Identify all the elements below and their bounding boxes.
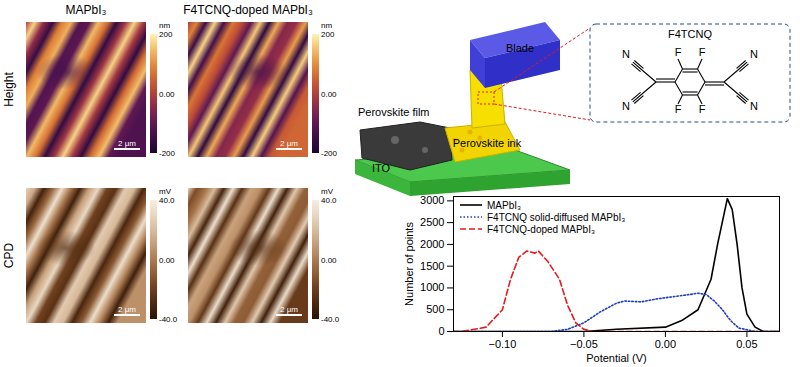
svg-text:mV: mV (321, 187, 334, 196)
svg-text:−0.10: −0.10 (488, 338, 516, 350)
svg-text:2 μm: 2 μm (118, 305, 136, 314)
svg-text:Perovskite film: Perovskite film (358, 106, 430, 118)
svg-text:3000: 3000 (420, 194, 444, 206)
svg-text:500: 500 (426, 303, 444, 315)
svg-text:N: N (750, 48, 758, 60)
html-text:MAPbI₃: MAPbI₃ (487, 199, 522, 211)
svg-text:2000: 2000 (420, 238, 444, 250)
svg-text:1000: 1000 (420, 281, 444, 293)
svg-text:200: 200 (159, 30, 173, 39)
svg-text:F4TCNQ: F4TCNQ (668, 28, 712, 40)
svg-text:-200: -200 (321, 149, 338, 158)
html-text:F4TCNQ solid-diffused MAPbI₃: F4TCNQ solid-diffused MAPbI₃ (487, 211, 626, 223)
svg-text:1500: 1500 (420, 260, 444, 272)
svg-text:F: F (699, 103, 706, 115)
svg-text:N: N (622, 100, 630, 112)
html-text:F4TCNQ-doped MAPbI₃: F4TCNQ-doped MAPbI₃ (487, 223, 595, 235)
svg-text:-200: -200 (159, 149, 176, 158)
svg-text:Number of points: Number of points (403, 222, 415, 306)
svg-text:40.0: 40.0 (159, 196, 175, 205)
svg-text:ITO: ITO (372, 162, 391, 174)
svg-text:-40.0: -40.0 (159, 315, 178, 324)
svg-text:200: 200 (321, 30, 335, 39)
svg-text:0: 0 (438, 325, 444, 337)
svg-text:F: F (675, 103, 682, 115)
svg-text:Potential (V): Potential (V) (586, 352, 647, 364)
svg-text:F4TCNQ-doped MAPbI₃: F4TCNQ-doped MAPbI₃ (183, 3, 313, 17)
svg-text:mV: mV (159, 187, 172, 196)
svg-text:2 μm: 2 μm (280, 139, 298, 148)
svg-text:N: N (622, 48, 630, 60)
svg-text:0.00: 0.00 (321, 256, 337, 265)
svg-text:0.00: 0.00 (655, 338, 676, 350)
svg-text:Height: Height (2, 71, 16, 106)
svg-text:0.00: 0.00 (159, 90, 175, 99)
svg-text:Blade: Blade (506, 42, 534, 54)
svg-text:Perovskite ink: Perovskite ink (453, 137, 522, 149)
svg-text:CPD: CPD (2, 243, 16, 269)
svg-text:40.0: 40.0 (321, 196, 337, 205)
svg-text:nm: nm (159, 21, 170, 30)
svg-text:0.00: 0.00 (159, 256, 175, 265)
svg-text:2 μm: 2 μm (280, 305, 298, 314)
svg-text:0.05: 0.05 (736, 338, 757, 350)
svg-text:F: F (699, 46, 706, 58)
svg-text:-40.0: -40.0 (321, 315, 340, 324)
svg-text:F: F (675, 46, 682, 58)
svg-text:−0.05: −0.05 (570, 338, 598, 350)
svg-text:N: N (750, 100, 758, 112)
svg-text:2 μm: 2 μm (118, 139, 136, 148)
svg-text:MAPbI₃: MAPbI₃ (66, 3, 107, 17)
svg-text:0.00: 0.00 (321, 90, 337, 99)
svg-text:nm: nm (321, 21, 332, 30)
svg-text:2500: 2500 (420, 216, 444, 228)
